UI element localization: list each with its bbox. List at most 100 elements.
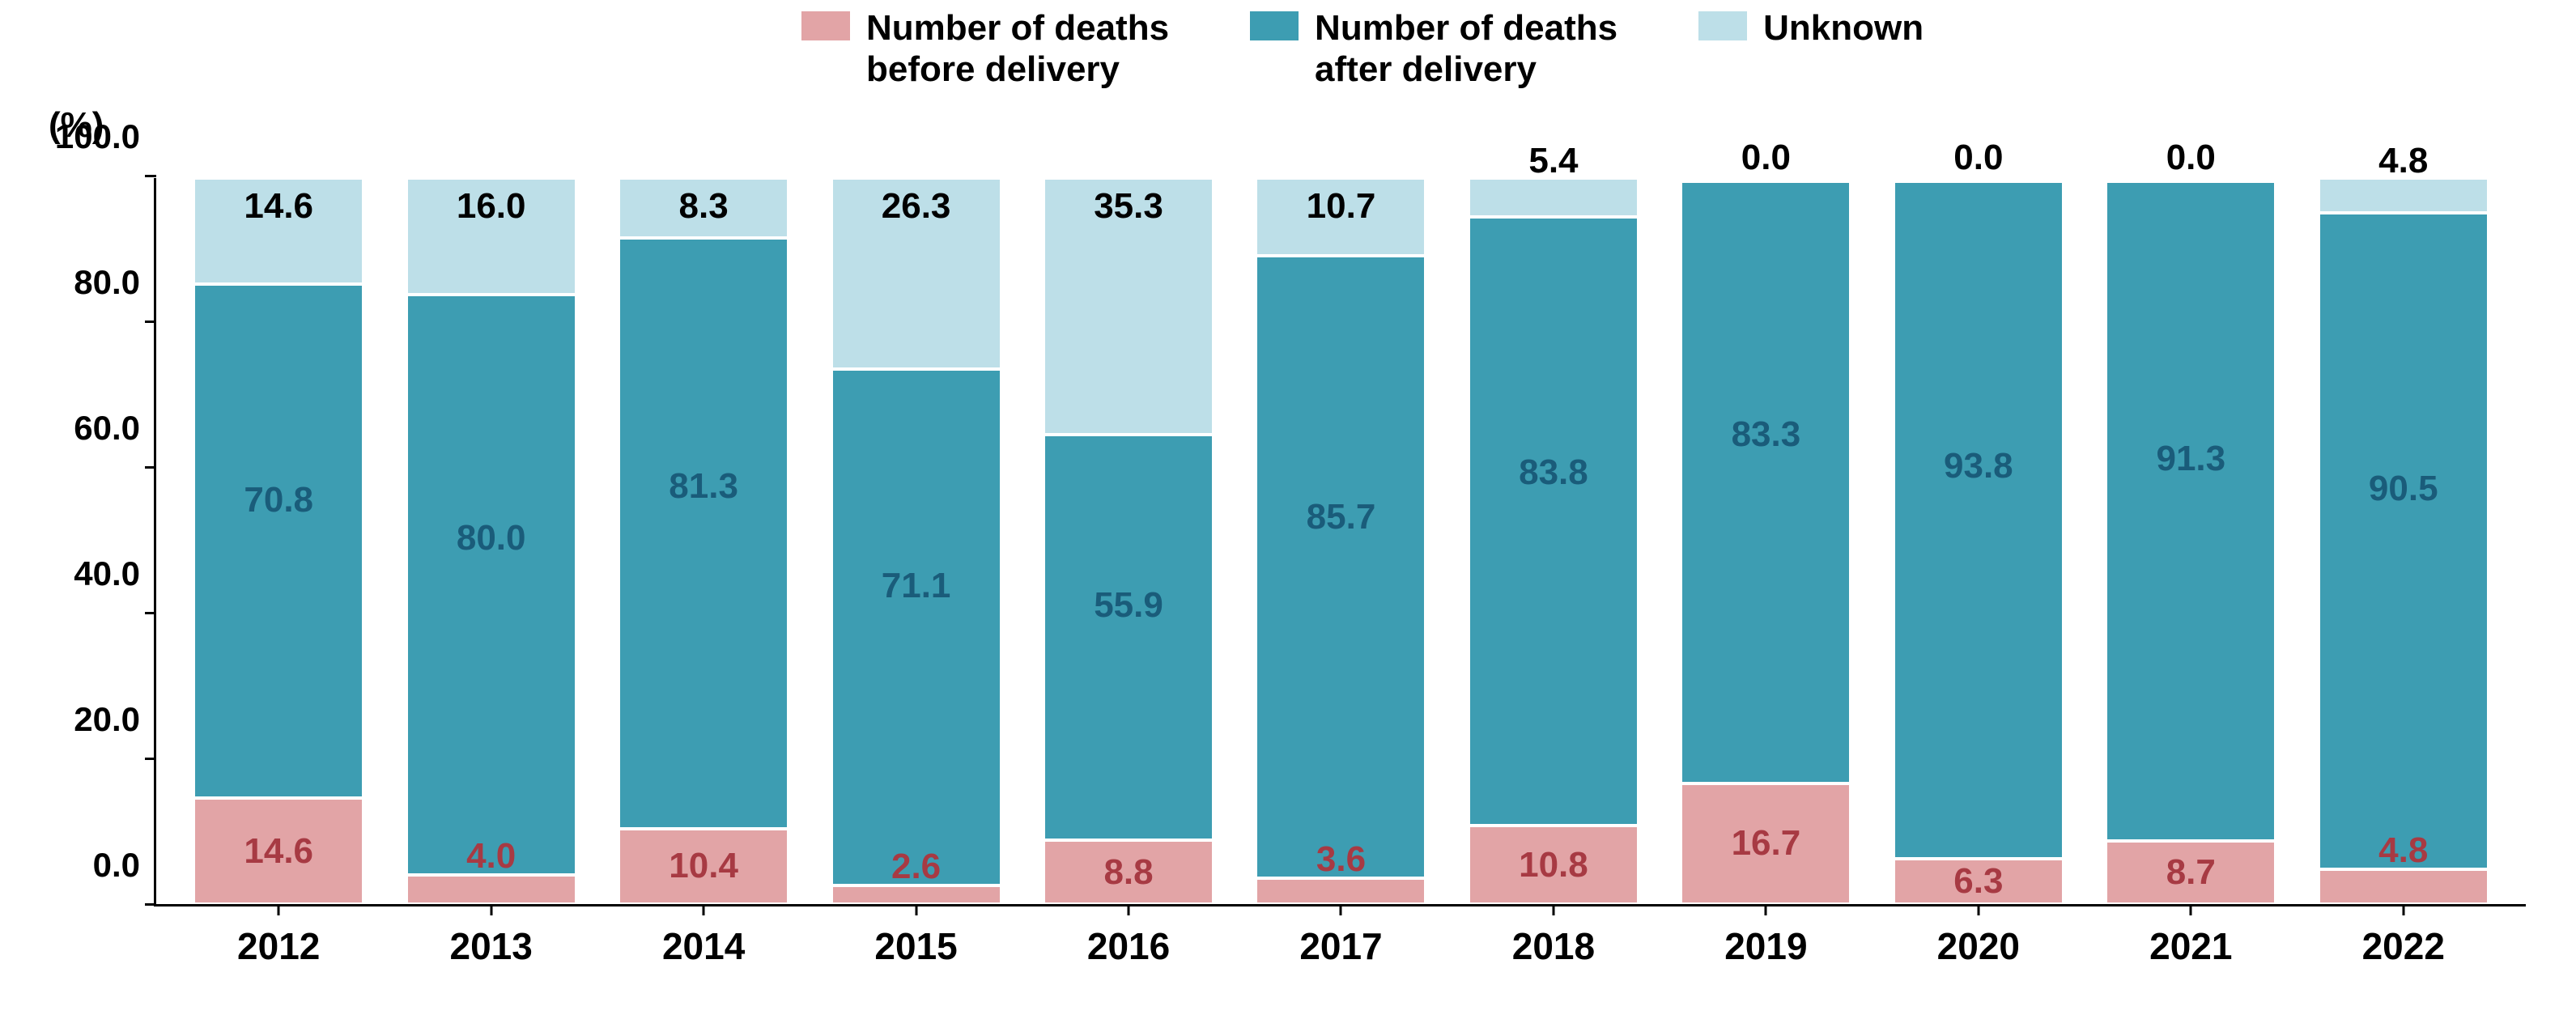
- bar-value-label-unknown: 4.8: [2320, 141, 2487, 181]
- x-axis-label: 2016: [1087, 924, 1170, 968]
- bar-segment-after: 81.3: [618, 238, 789, 828]
- bar-group: 35.355.98.82016: [1044, 178, 1214, 904]
- legend-swatch-unknown: [1698, 11, 1747, 40]
- x-axis-label: 2012: [237, 924, 320, 968]
- plot-area: 14.670.814.6201216.080.04.020138.381.310…: [154, 178, 2526, 906]
- y-tick-mark: [145, 612, 156, 614]
- x-axis-label: 2018: [1512, 924, 1595, 968]
- x-axis-label: 2013: [450, 924, 533, 968]
- x-tick-mark: [2190, 904, 2192, 915]
- bar-value-label-before: 6.3: [1895, 861, 2062, 902]
- bar-segment-after: 91.3: [2106, 181, 2276, 841]
- stacked-bar-chart: Number of deaths before delivery Number …: [0, 0, 2576, 1019]
- bar-value-label-unknown: 0.0: [2107, 138, 2274, 178]
- bar-segment-unknown: 8.3: [618, 178, 789, 238]
- legend-item-before: Number of deaths before delivery: [801, 8, 1169, 90]
- x-axis-label: 2022: [2362, 924, 2445, 968]
- y-tick-label: 20.0: [74, 700, 140, 739]
- y-tick-label: 40.0: [74, 554, 140, 593]
- bar-value-label-before: 4.8: [2320, 830, 2487, 871]
- bar-segment-after: 93.8: [1894, 181, 2064, 859]
- bars-wrapper: 14.670.814.6201216.080.04.020138.381.310…: [156, 178, 2526, 904]
- bar-value-label-after: 90.5: [2320, 469, 2487, 509]
- y-tick-label: 60.0: [74, 409, 140, 448]
- bar-value-label-unknown: 26.3: [833, 186, 1000, 227]
- x-tick-mark: [1977, 904, 1979, 915]
- bar-value-label-unknown: 5.4: [1470, 141, 1637, 181]
- bar-value-label-unknown: 35.3: [1045, 186, 1212, 227]
- bar-segment-before: 3.6: [1256, 878, 1426, 904]
- bar-group: 8.381.310.42014: [618, 178, 789, 904]
- bar-group: 0.083.316.72019: [1681, 178, 1851, 904]
- bar-value-label-unknown: 16.0: [408, 186, 575, 227]
- bar-segment-unknown: 26.3: [831, 178, 1001, 369]
- y-tick-mark: [145, 903, 156, 906]
- bar-value-label-before: 10.8: [1470, 845, 1637, 885]
- legend-swatch-before: [801, 11, 850, 40]
- bar-segment-before: 4.0: [406, 875, 576, 904]
- bar-value-label-before: 14.6: [195, 831, 362, 872]
- bar-value-label-before: 10.4: [620, 846, 787, 886]
- bar-segment-before: 4.8: [2319, 869, 2489, 904]
- bar-value-label-unknown: 8.3: [620, 186, 787, 227]
- bar-value-label-unknown: 10.7: [1257, 186, 1424, 227]
- x-axis-label: 2019: [1724, 924, 1807, 968]
- bar-segment-unknown: 16.0: [406, 178, 576, 295]
- bar-value-label-after: 55.9: [1045, 585, 1212, 626]
- y-tick-mark: [145, 175, 156, 177]
- x-axis-label: 2017: [1299, 924, 1382, 968]
- bar-segment-after: 83.3: [1681, 181, 1851, 783]
- bar-segment-before: 8.8: [1044, 840, 1214, 904]
- y-tick-mark: [145, 758, 156, 760]
- bar-segment-before: 10.4: [618, 829, 789, 904]
- bar-group: 0.091.38.72021: [2106, 178, 2276, 904]
- x-tick-mark: [1128, 904, 1130, 915]
- x-tick-mark: [490, 904, 492, 915]
- y-tick-mark: [145, 321, 156, 323]
- x-axis-label: 2014: [662, 924, 745, 968]
- bar-segment-unknown: 4.8: [2319, 178, 2489, 213]
- legend-label-before: Number of deaths before delivery: [866, 8, 1169, 90]
- x-tick-mark: [1552, 904, 1554, 915]
- bar-value-label-after: 71.1: [833, 566, 1000, 606]
- x-axis-label: 2021: [2149, 924, 2232, 968]
- legend-item-after: Number of deaths after delivery: [1250, 8, 1617, 90]
- bar-value-label-before: 3.6: [1257, 839, 1424, 880]
- bar-group: 26.371.12.62015: [831, 178, 1001, 904]
- bar-value-label-before: 2.6: [833, 847, 1000, 887]
- bar-value-label-after: 85.7: [1257, 497, 1424, 537]
- y-tick-label: 100.0: [55, 117, 140, 156]
- legend-label-unknown: Unknown: [1763, 8, 1923, 49]
- legend-swatch-after: [1250, 11, 1299, 40]
- bar-segment-after: 71.1: [831, 369, 1001, 885]
- bar-value-label-before: 16.7: [1682, 823, 1849, 864]
- bar-segment-unknown: 5.4: [1469, 178, 1639, 217]
- bar-value-label-before: 8.8: [1045, 852, 1212, 893]
- bar-value-label-after: 80.0: [408, 518, 575, 558]
- bar-segment-after: 85.7: [1256, 256, 1426, 878]
- y-tick-label: 80.0: [74, 263, 140, 302]
- bar-value-label-before: 8.7: [2107, 852, 2274, 893]
- bar-segment-before: 14.6: [193, 798, 363, 904]
- bar-group: 5.483.810.82018: [1469, 178, 1639, 904]
- x-tick-mark: [1765, 904, 1767, 915]
- bar-segment-after: 70.8: [193, 284, 363, 798]
- x-axis-label: 2020: [1937, 924, 2020, 968]
- bar-value-label-unknown: 0.0: [1682, 138, 1849, 178]
- bar-value-label-before: 4.0: [408, 836, 575, 877]
- bar-value-label-after: 83.8: [1470, 452, 1637, 493]
- bar-segment-unknown: 14.6: [193, 178, 363, 284]
- bar-group: 14.670.814.62012: [193, 178, 363, 904]
- bar-segment-before: 8.7: [2106, 841, 2276, 904]
- x-tick-mark: [1340, 904, 1342, 915]
- bar-value-label-unknown: 0.0: [1895, 138, 2062, 178]
- bar-value-label-after: 81.3: [620, 466, 787, 507]
- y-tick-mark: [145, 466, 156, 469]
- bar-segment-after: 83.8: [1469, 217, 1639, 826]
- legend-label-after: Number of deaths after delivery: [1315, 8, 1617, 90]
- bar-group: 0.093.86.32020: [1894, 178, 2064, 904]
- bar-value-label-after: 93.8: [1895, 446, 2062, 486]
- x-tick-mark: [278, 904, 280, 915]
- x-tick-mark: [2402, 904, 2404, 915]
- bar-group: 4.890.54.82022: [2319, 178, 2489, 904]
